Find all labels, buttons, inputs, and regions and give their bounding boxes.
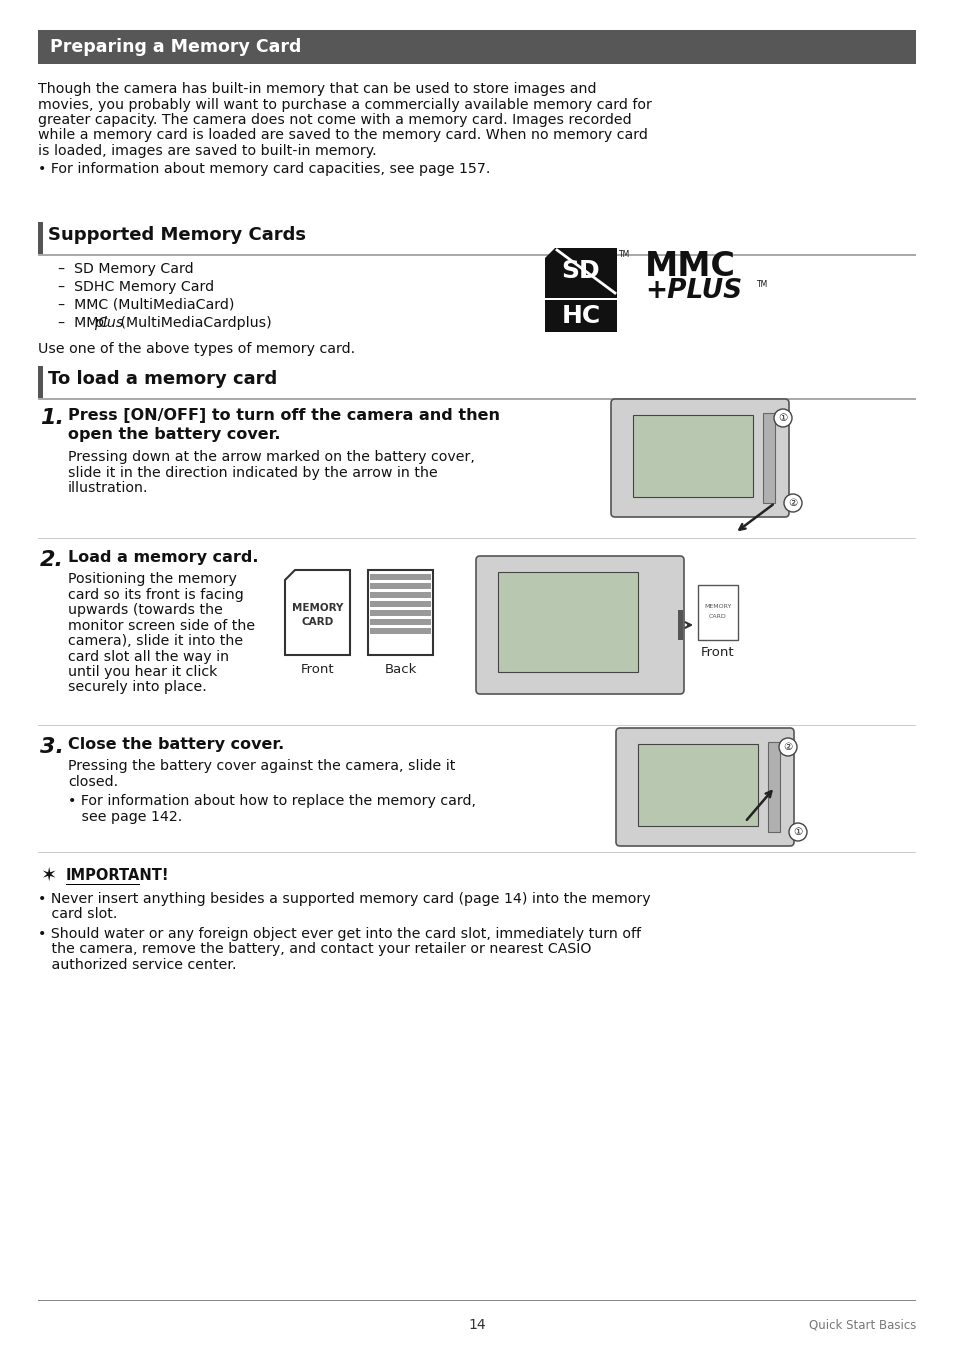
Text: the camera, remove the battery, and contact your retailer or nearest CASIO: the camera, remove the battery, and cont… bbox=[38, 943, 591, 957]
FancyBboxPatch shape bbox=[610, 399, 788, 517]
Text: MMC: MMC bbox=[644, 250, 735, 284]
Text: ②: ② bbox=[782, 742, 792, 752]
Bar bbox=[544, 300, 617, 332]
Text: Front: Front bbox=[300, 664, 334, 676]
Circle shape bbox=[788, 822, 806, 841]
Text: MEMORY: MEMORY bbox=[703, 604, 731, 609]
Text: 2.: 2. bbox=[40, 550, 64, 570]
Bar bbox=[497, 573, 638, 672]
Text: is loaded, images are saved to built-in memory.: is loaded, images are saved to built-in … bbox=[38, 144, 376, 157]
Polygon shape bbox=[285, 570, 350, 655]
Bar bbox=[38, 366, 43, 398]
Text: ✶: ✶ bbox=[40, 866, 56, 885]
Bar bbox=[38, 254, 915, 255]
Text: ①: ① bbox=[793, 826, 801, 837]
Bar bbox=[762, 413, 774, 503]
Bar bbox=[370, 619, 431, 626]
Text: Load a memory card.: Load a memory card. bbox=[68, 550, 258, 565]
Text: card slot.: card slot. bbox=[38, 908, 117, 921]
Text: authorized service center.: authorized service center. bbox=[38, 958, 236, 972]
Text: card slot all the way in: card slot all the way in bbox=[68, 650, 229, 664]
Text: (MultiMediaCardplus): (MultiMediaCardplus) bbox=[116, 316, 272, 330]
Circle shape bbox=[779, 738, 796, 756]
Bar bbox=[370, 574, 431, 579]
Text: Pressing down at the arrow marked on the battery cover,: Pressing down at the arrow marked on the… bbox=[68, 451, 475, 464]
Text: closed.: closed. bbox=[68, 775, 118, 788]
Polygon shape bbox=[544, 248, 617, 299]
Text: monitor screen side of the: monitor screen side of the bbox=[68, 619, 254, 632]
Text: open the battery cover.: open the battery cover. bbox=[68, 427, 280, 442]
Text: Quick Start Basics: Quick Start Basics bbox=[808, 1318, 915, 1331]
Text: Though the camera has built-in memory that can be used to store images and: Though the camera has built-in memory th… bbox=[38, 81, 596, 96]
Text: Positioning the memory: Positioning the memory bbox=[68, 573, 236, 586]
Text: card so its front is facing: card so its front is facing bbox=[68, 588, 244, 601]
Text: Close the battery cover.: Close the battery cover. bbox=[68, 737, 284, 752]
Text: ①: ① bbox=[778, 413, 787, 423]
Text: • For information about how to replace the memory card,: • For information about how to replace t… bbox=[68, 794, 476, 807]
Text: To load a memory card: To load a memory card bbox=[48, 370, 277, 388]
FancyBboxPatch shape bbox=[616, 727, 793, 845]
Text: camera), slide it into the: camera), slide it into the bbox=[68, 634, 243, 649]
Text: TM: TM bbox=[757, 280, 767, 289]
Text: SD: SD bbox=[561, 259, 599, 284]
Text: 3.: 3. bbox=[40, 737, 64, 757]
Text: illustration.: illustration. bbox=[68, 480, 149, 495]
Text: movies, you probably will want to purchase a commercially available memory card : movies, you probably will want to purcha… bbox=[38, 98, 651, 111]
Text: Front: Front bbox=[700, 646, 734, 660]
FancyBboxPatch shape bbox=[476, 556, 683, 693]
Text: CARD: CARD bbox=[708, 615, 726, 620]
Text: securely into place.: securely into place. bbox=[68, 680, 207, 695]
Text: Back: Back bbox=[384, 664, 416, 676]
Text: 1.: 1. bbox=[40, 408, 64, 427]
Text: see page 142.: see page 142. bbox=[68, 810, 182, 824]
Text: CARD: CARD bbox=[301, 617, 334, 627]
Text: Pressing the battery cover against the camera, slide it: Pressing the battery cover against the c… bbox=[68, 759, 455, 773]
Text: –  SDHC Memory Card: – SDHC Memory Card bbox=[58, 280, 213, 294]
Text: Supported Memory Cards: Supported Memory Cards bbox=[48, 227, 306, 244]
Text: MEMORY: MEMORY bbox=[292, 603, 343, 613]
Bar bbox=[368, 570, 433, 655]
Bar bbox=[767, 742, 780, 832]
Text: upwards (towards the: upwards (towards the bbox=[68, 603, 223, 617]
Text: • For information about memory card capacities, see page 157.: • For information about memory card capa… bbox=[38, 161, 490, 175]
Bar bbox=[370, 628, 431, 634]
Text: until you hear it click: until you hear it click bbox=[68, 665, 217, 678]
Bar bbox=[38, 223, 43, 254]
Text: IMPORTANT!: IMPORTANT! bbox=[66, 868, 170, 883]
Text: Use one of the above types of memory card.: Use one of the above types of memory car… bbox=[38, 342, 355, 356]
Text: plus: plus bbox=[94, 316, 123, 330]
Text: –  MMC: – MMC bbox=[58, 316, 108, 330]
Text: • Should water or any foreign object ever get into the card slot, immediately tu: • Should water or any foreign object eve… bbox=[38, 927, 640, 940]
Text: Preparing a Memory Card: Preparing a Memory Card bbox=[50, 38, 301, 56]
Bar bbox=[370, 584, 431, 589]
Text: +PLUS: +PLUS bbox=[644, 278, 741, 304]
Bar bbox=[370, 601, 431, 607]
Text: ②: ② bbox=[787, 498, 797, 508]
Text: 14: 14 bbox=[468, 1318, 485, 1333]
Bar bbox=[698, 585, 738, 641]
Text: –  SD Memory Card: – SD Memory Card bbox=[58, 262, 193, 275]
Text: TM: TM bbox=[618, 250, 630, 259]
Bar bbox=[38, 30, 915, 64]
Text: greater capacity. The camera does not come with a memory card. Images recorded: greater capacity. The camera does not co… bbox=[38, 113, 631, 128]
Bar bbox=[638, 744, 758, 826]
Text: Press [ON/OFF] to turn off the camera and then: Press [ON/OFF] to turn off the camera an… bbox=[68, 408, 499, 423]
Bar bbox=[633, 415, 752, 497]
Text: while a memory card is loaded are saved to the memory card. When no memory card: while a memory card is loaded are saved … bbox=[38, 129, 647, 142]
Bar bbox=[678, 611, 682, 641]
Circle shape bbox=[783, 494, 801, 512]
Bar bbox=[38, 398, 915, 399]
Circle shape bbox=[773, 408, 791, 427]
Text: –  MMC (MultiMediaCard): – MMC (MultiMediaCard) bbox=[58, 299, 234, 312]
Bar bbox=[370, 611, 431, 616]
Bar bbox=[370, 592, 431, 598]
Text: HC: HC bbox=[560, 304, 600, 328]
Text: • Never insert anything besides a supported memory card (page 14) into the memor: • Never insert anything besides a suppor… bbox=[38, 892, 650, 906]
Text: slide it in the direction indicated by the arrow in the: slide it in the direction indicated by t… bbox=[68, 465, 437, 479]
